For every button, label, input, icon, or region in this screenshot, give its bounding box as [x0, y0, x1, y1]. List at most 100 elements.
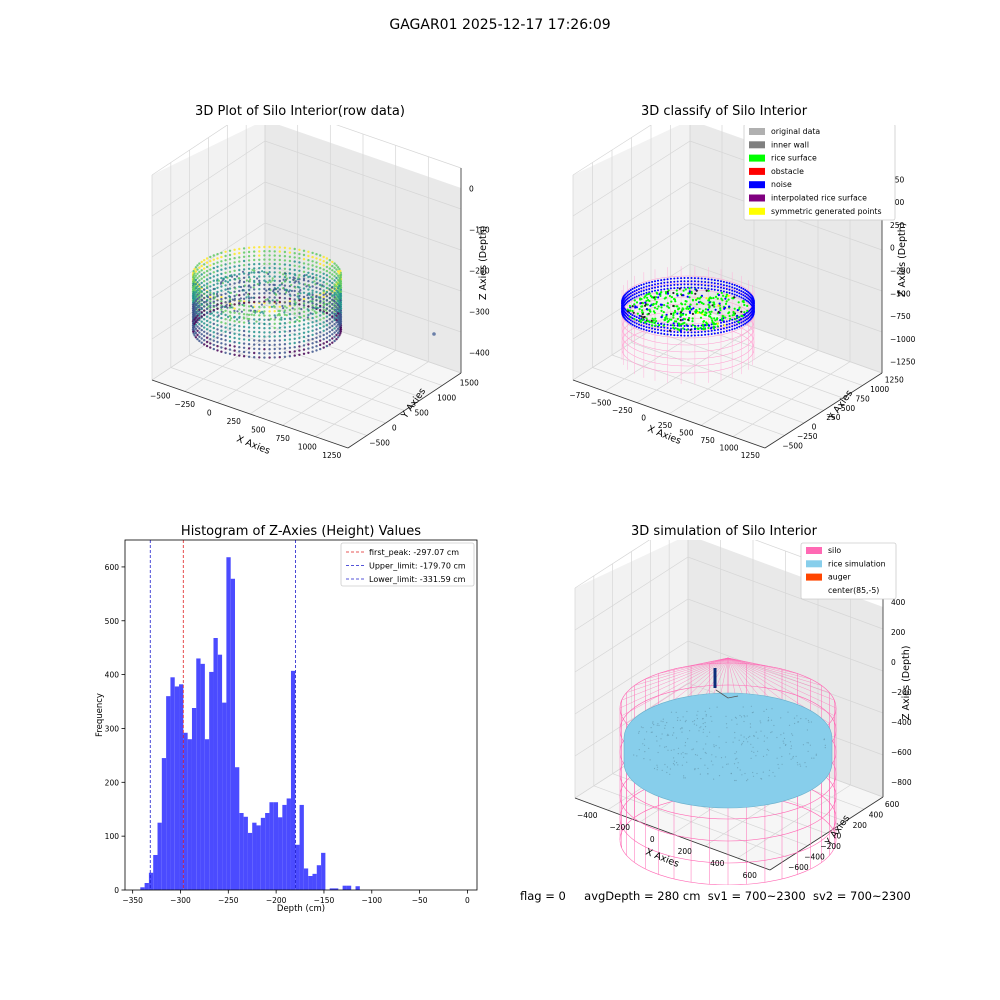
raw-z-tick: −400	[469, 349, 490, 358]
raw-data-point	[250, 313, 253, 316]
simulation-rice-point	[787, 711, 789, 713]
classify-data-point	[725, 300, 728, 303]
classify-noise-point	[663, 333, 666, 335]
classify-noise-point	[722, 284, 725, 287]
simulation-rice-point	[740, 734, 742, 736]
simulation-3d-plot: −400−2000200400600−600−400−2000200400600…	[574, 540, 912, 885]
raw-data-point	[311, 308, 314, 311]
raw-data-point	[298, 332, 301, 335]
raw-data-point	[325, 311, 329, 315]
simulation-rice-point	[656, 769, 658, 771]
classify-data-point	[688, 290, 691, 293]
raw-data-point	[233, 290, 236, 293]
raw-data-point	[338, 334, 341, 337]
simulation-y-tick: 200	[853, 821, 868, 830]
classify-data-point	[728, 311, 731, 314]
raw-data-point	[239, 297, 242, 300]
raw-data-point	[247, 250, 251, 254]
classify-data-point	[684, 300, 687, 303]
classify-noise-point	[666, 330, 669, 333]
classify-data-point	[729, 317, 732, 320]
raw-data-point	[200, 290, 203, 293]
simulation-rice-point	[694, 769, 696, 771]
raw-data-point	[319, 275, 322, 278]
classify-data-point	[705, 311, 708, 315]
classify-noise-point	[629, 295, 632, 298]
raw-data-point	[268, 254, 271, 257]
raw-data-point	[198, 285, 201, 288]
raw-data-point	[293, 264, 296, 267]
raw-data-point	[256, 277, 259, 280]
classify-data-point	[714, 319, 717, 322]
histogram-bar	[235, 767, 240, 890]
classify-noise-point	[697, 286, 700, 289]
raw-data-point	[253, 300, 256, 304]
classify-noise-point	[666, 278, 669, 281]
raw-data-point	[268, 266, 271, 270]
classify-noise-point	[697, 334, 700, 337]
raw-data-point	[230, 275, 234, 278]
simulation-rice-point	[779, 747, 781, 749]
raw-data-point	[194, 282, 198, 286]
raw-data-point	[276, 290, 280, 293]
raw-data-point	[283, 313, 287, 316]
raw-data-point	[219, 282, 222, 285]
raw-data-point	[332, 299, 336, 302]
raw-data-point	[333, 289, 336, 292]
classify-noise-point	[626, 291, 629, 294]
raw-data-point	[263, 327, 266, 330]
classify-noise-point	[700, 334, 703, 337]
simulation-rice-point	[734, 779, 736, 782]
raw-data-point	[247, 285, 250, 288]
simulation-rice-point	[699, 727, 701, 729]
raw-data-point	[338, 301, 341, 304]
simulation-rice-point	[794, 722, 796, 725]
raw-data-point	[278, 356, 281, 359]
simulation-rice-point	[638, 730, 640, 733]
classify-data-point	[666, 292, 670, 295]
classify-noise-point	[660, 288, 663, 291]
classify-data-point	[688, 316, 691, 320]
status-line: flag = 0 avgDepth = 280 cm sv1 = 700~230…	[520, 889, 911, 903]
classify-data-point	[737, 301, 740, 304]
classify-noise-point	[638, 323, 640, 326]
raw-data-point	[203, 318, 206, 321]
raw-data-point	[336, 287, 340, 290]
classify-data-point	[712, 301, 715, 304]
classify-data-point	[704, 324, 707, 327]
raw-data-point	[220, 289, 223, 292]
raw-data-point	[278, 330, 281, 334]
raw-data-point	[268, 271, 271, 274]
classify-noise-point	[676, 280, 679, 283]
simulation-rice-point	[743, 736, 745, 738]
classify-noise-point	[693, 280, 696, 283]
simulation-rice-point	[709, 731, 711, 733]
classify-noise-point	[631, 314, 634, 317]
classify-noise-point	[666, 284, 669, 287]
raw-data-point	[273, 314, 276, 317]
raw-data-point	[302, 323, 306, 326]
classify-data-point	[710, 310, 713, 313]
raw-data-point	[193, 314, 196, 317]
raw-data-point	[328, 275, 331, 279]
raw-data-point	[233, 332, 236, 335]
raw-data-point	[224, 309, 227, 312]
raw-data-point	[209, 272, 212, 275]
raw-data-point	[203, 322, 206, 325]
classify-data-point	[639, 302, 642, 305]
raw-data-point	[314, 312, 318, 315]
raw-data-point	[192, 332, 195, 335]
status-flag: flag = 0	[520, 889, 566, 903]
histogram-x-tick-label: −50	[412, 896, 428, 905]
raw-data-point	[302, 310, 306, 313]
classify-data-point	[670, 312, 673, 315]
raw-data-point	[220, 333, 223, 337]
raw-data-point	[271, 299, 274, 302]
raw-data-point	[212, 271, 215, 274]
simulation-rice-point	[747, 741, 749, 743]
classify-data-point	[727, 294, 730, 297]
raw-data-point	[247, 263, 251, 266]
classify-data-point	[739, 318, 742, 321]
raw-data-point	[338, 289, 341, 292]
raw-data-point	[331, 264, 334, 268]
